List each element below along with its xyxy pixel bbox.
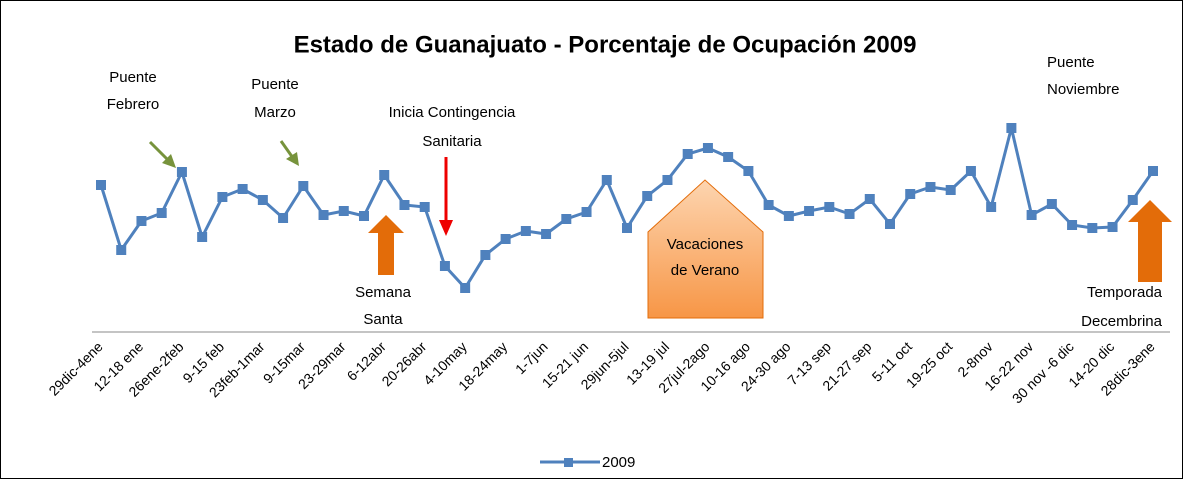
data-point bbox=[581, 207, 592, 217]
data-point bbox=[419, 202, 430, 212]
data-point bbox=[925, 182, 936, 192]
data-point bbox=[824, 202, 835, 212]
data-point bbox=[743, 166, 754, 176]
annotation: Puente bbox=[109, 69, 157, 86]
data-point bbox=[460, 283, 471, 293]
data-point bbox=[96, 180, 106, 190]
annotation: Semana bbox=[355, 284, 412, 301]
annotation: Puente bbox=[251, 76, 299, 93]
chart-title: Estado de Guanajuato - Porcentaje de Ocu… bbox=[294, 31, 917, 58]
data-point bbox=[156, 208, 167, 218]
data-point bbox=[1107, 222, 1118, 232]
data-point bbox=[1046, 199, 1057, 209]
data-point bbox=[197, 232, 208, 242]
annotation: Vacaciones bbox=[667, 236, 743, 253]
legend-label: 2009 bbox=[602, 454, 635, 471]
data-point bbox=[439, 261, 450, 271]
annotation: Noviembre bbox=[1047, 81, 1120, 98]
annotation: Marzo bbox=[254, 104, 296, 121]
data-point bbox=[905, 189, 916, 199]
data-point bbox=[965, 166, 976, 176]
data-point bbox=[601, 175, 612, 185]
data-point bbox=[1026, 210, 1037, 220]
data-point bbox=[136, 216, 147, 226]
data-point bbox=[662, 175, 673, 185]
data-point bbox=[318, 210, 329, 220]
data-point bbox=[298, 181, 309, 191]
data-point bbox=[723, 152, 734, 162]
data-point bbox=[561, 214, 572, 224]
data-point bbox=[783, 211, 794, 221]
data-point bbox=[116, 245, 127, 255]
data-point bbox=[1087, 223, 1098, 233]
annotation: Santa bbox=[363, 311, 403, 328]
data-point bbox=[763, 200, 774, 210]
annotation: Inicia Contingencia bbox=[389, 104, 516, 121]
data-point bbox=[864, 194, 875, 204]
data-point bbox=[1148, 166, 1158, 176]
annotation: Decembrina bbox=[1081, 313, 1163, 330]
data-point bbox=[399, 200, 410, 210]
data-point bbox=[1067, 220, 1078, 230]
data-point bbox=[622, 223, 632, 233]
data-point bbox=[541, 229, 552, 239]
data-point bbox=[278, 213, 289, 223]
data-point bbox=[986, 202, 997, 212]
data-point bbox=[359, 211, 369, 221]
data-point bbox=[642, 191, 653, 201]
annotation: Temporada bbox=[1087, 284, 1163, 301]
data-point bbox=[217, 192, 228, 202]
annotation: Sanitaria bbox=[422, 133, 482, 150]
data-point bbox=[1127, 195, 1138, 205]
data-point bbox=[844, 209, 855, 219]
legend-marker bbox=[564, 458, 573, 467]
annotation: Febrero bbox=[107, 96, 160, 113]
data-point bbox=[682, 149, 693, 159]
data-point bbox=[176, 167, 187, 177]
data-point bbox=[945, 185, 956, 195]
data-point bbox=[379, 170, 390, 180]
data-point bbox=[520, 226, 531, 236]
data-point bbox=[885, 219, 895, 229]
data-point bbox=[480, 250, 491, 260]
data-point bbox=[804, 206, 815, 216]
annotation: de Verano bbox=[671, 262, 739, 279]
data-point bbox=[500, 234, 511, 244]
annotation: Puente bbox=[1047, 54, 1095, 71]
data-point bbox=[702, 143, 713, 153]
data-point bbox=[1006, 123, 1017, 133]
data-point bbox=[338, 206, 349, 216]
data-point bbox=[237, 184, 248, 194]
data-point bbox=[257, 195, 268, 205]
annotation-arrows bbox=[148, 140, 1172, 319]
